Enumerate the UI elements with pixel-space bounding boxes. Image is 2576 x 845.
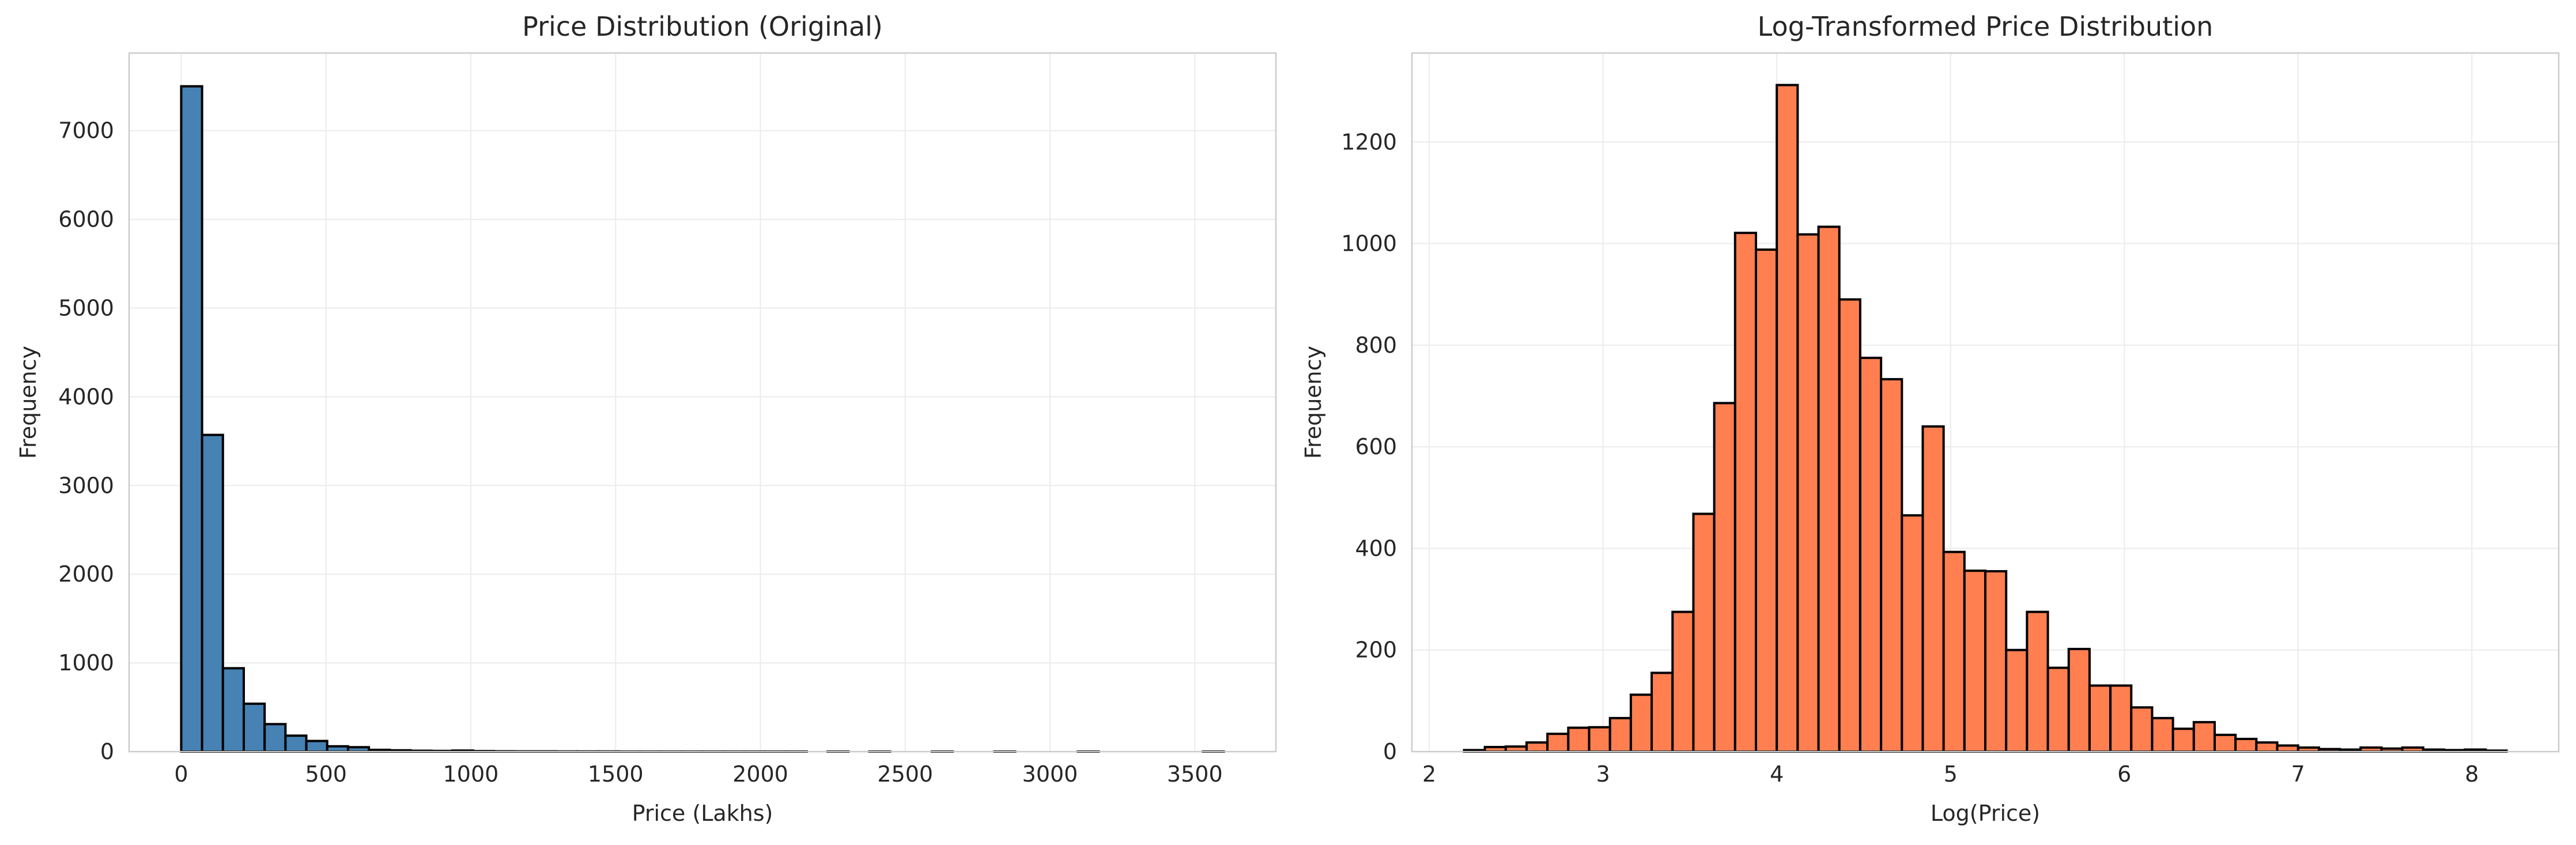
histogram-bar-log-29 (2067, 647, 2091, 753)
histogram-bar-log-14 (1755, 248, 1778, 753)
histogram-bar-log-38 (2255, 741, 2279, 753)
histogram-bar-log-39 (2276, 744, 2299, 753)
histogram-bar-log-11 (1692, 512, 1716, 753)
bars-log (1463, 84, 2508, 753)
histogram-bar-log-19 (1859, 356, 1883, 753)
histogram-bar-log-17 (1817, 225, 1841, 753)
y-tick-label-original-3: 3000 (58, 473, 114, 498)
x-tick-label-original-2: 1000 (443, 761, 499, 787)
histogram-bar-log-21 (1901, 514, 1924, 753)
y-tick-label-log-0: 0 (1383, 739, 1397, 764)
y-tick-label-original-6: 6000 (58, 207, 114, 232)
histogram-bar-log-26 (2005, 648, 2029, 753)
histogram-bar-log-37 (2234, 737, 2258, 753)
histogram-bar-log-30 (2088, 684, 2112, 753)
y-tick-label-log-6: 1200 (1341, 129, 1397, 154)
histogram-bar-original-5 (284, 734, 308, 753)
histogram-bar-log-10 (1671, 610, 1695, 753)
grid-original (129, 53, 1276, 752)
x-axis-label-original: Price (Lakhs) (632, 801, 773, 826)
histogram-bar-log-18 (1838, 298, 1861, 753)
y-tick-label-original-0: 0 (100, 739, 114, 764)
x-tick-label-original-3: 1500 (588, 761, 644, 787)
x-tick-label-log-3: 5 (1944, 761, 1958, 787)
histogram-bar-log-5 (1567, 726, 1591, 753)
x-tick-label-log-6: 8 (2465, 761, 2479, 787)
histogram-bar-log-13 (1733, 232, 1757, 753)
histogram-bar-original-7 (326, 745, 349, 753)
y-tick-label-original-2: 2000 (58, 561, 114, 587)
histogram-bar-original-2 (221, 667, 245, 753)
x-ticks-original: 0 500 1000 1500 2000 2500 3000 3500 (174, 761, 1222, 787)
chart-title-original: Price Distribution (Original) (522, 11, 883, 42)
histogram-bar-log-27 (2026, 610, 2049, 753)
histogram-bar-log-3 (1525, 741, 1549, 753)
x-tick-label-log-0: 2 (1422, 761, 1436, 787)
x-tick-label-original-5: 2500 (877, 761, 933, 787)
y-tick-label-original-4: 4000 (58, 384, 114, 409)
histogram-bar-original-4 (263, 723, 287, 753)
histogram-bar-log-20 (1880, 378, 1903, 753)
histogram-bar-log-9 (1650, 672, 1674, 753)
x-tick-label-original-7: 3500 (1167, 761, 1223, 787)
y-tick-label-log-4: 800 (1355, 333, 1397, 358)
y-ticks-log: 0 200 400 600 800 1000 1200 (1341, 129, 1397, 764)
y-tick-label-original-7: 7000 (58, 118, 114, 144)
x-tick-label-log-2: 4 (1770, 761, 1784, 787)
histogram-bar-log-12 (1713, 402, 1736, 753)
x-tick-label-original-4: 2000 (732, 761, 788, 787)
x-tick-label-log-5: 7 (2291, 761, 2305, 787)
y-tick-label-log-3: 600 (1355, 434, 1397, 459)
histogram-bar-log-15 (1776, 84, 1799, 753)
x-ticks-log: 2 3 4 5 6 7 8 (1422, 761, 2479, 787)
histogram-bar-log-34 (2171, 727, 2195, 753)
histogram-bar-log-6 (1588, 726, 1611, 753)
histogram-bar-log-4 (1546, 733, 1570, 753)
histogram-bar-log-28 (2046, 666, 2070, 753)
y-tick-label-log-5: 1000 (1341, 231, 1397, 256)
histogram-bar-log-16 (1796, 233, 1820, 753)
histogram-bar-log-25 (1984, 570, 2008, 753)
histogram-bar-log-36 (2214, 733, 2237, 753)
histogram-bar-log-7 (1608, 716, 1632, 753)
y-tick-label-log-1: 200 (1355, 637, 1397, 663)
histogram-bar-log-2 (1504, 745, 1528, 753)
y-tick-label-original-1: 1000 (58, 650, 114, 676)
histogram-bar-original-1 (201, 433, 224, 753)
axes-frame-original (128, 52, 1277, 753)
histogram-bar-original-3 (243, 702, 266, 753)
x-tick-label-original-1: 500 (305, 761, 347, 787)
histogram-bar-original-0 (180, 85, 203, 753)
y-ticks-original: 0 1000 2000 3000 4000 5000 6000 7000 (58, 118, 114, 764)
x-tick-label-log-4: 6 (2117, 761, 2131, 787)
x-axis-label-log: Log(Price) (1931, 801, 2040, 826)
y-tick-label-original-5: 5000 (58, 295, 114, 320)
plot-area-original (129, 53, 1276, 752)
histogram-bar-log-22 (1921, 425, 1945, 753)
x-tick-label-original-6: 3000 (1022, 761, 1078, 787)
histogram-bar-log-33 (2151, 716, 2174, 753)
histogram-bar-log-24 (1963, 569, 1986, 753)
y-axis-label-log: Frequency (1301, 346, 1326, 459)
chart-price-original: 0 500 1000 1500 2000 2500 3000 3500 0 1000 2000 30… (16, 11, 1277, 826)
histogram-bar-log-23 (1942, 550, 1966, 753)
y-tick-label-log-2: 400 (1355, 535, 1397, 561)
histogram-bar-log-8 (1629, 693, 1653, 753)
histogram-bar-log-32 (2130, 706, 2154, 753)
histogram-bar-log-35 (2192, 720, 2216, 753)
x-tick-label-log-1: 3 (1596, 761, 1610, 787)
axes-frame-log (1411, 52, 2560, 753)
y-axis-label-original: Frequency (16, 346, 41, 459)
chart-price-log: 2 3 4 5 6 7 8 0 200 400 600 800 1000 1200 Log-Transf… (1301, 11, 2560, 826)
histogram-bar-original-6 (305, 740, 328, 753)
x-tick-label-original-0: 0 (174, 761, 188, 787)
histogram-bar-log-31 (2109, 684, 2133, 753)
chart-title-log: Log-Transformed Price Distribution (1758, 11, 2214, 42)
